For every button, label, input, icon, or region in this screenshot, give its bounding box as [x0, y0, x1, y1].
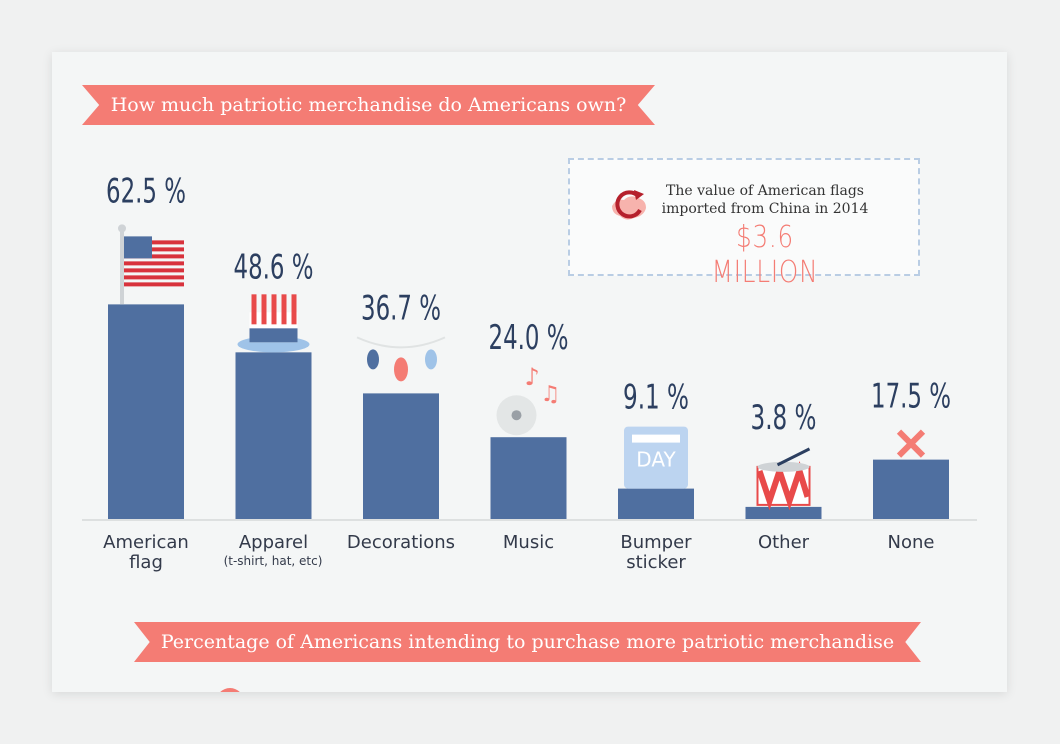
svg-text:DAY: DAY	[636, 448, 676, 472]
chart-title: How much patriotic merchandise do Americ…	[110, 94, 627, 116]
callout-value: $3.6 MILLION	[711, 220, 819, 290]
drum-icon	[756, 447, 811, 511]
bar-music	[490, 437, 567, 520]
bar-bumper-sticker	[618, 488, 694, 520]
flag-import-callout: The value of American flags imported fro…	[568, 158, 920, 290]
string-lights-icon	[356, 336, 446, 382]
apparel-sublabel: (t-shirt, hat, etc)	[223, 554, 323, 568]
uncle-sam-hat-icon	[237, 294, 310, 353]
category-label-line: Bumper	[620, 532, 692, 553]
category-label: Other	[719, 533, 849, 553]
value-label: 36.7 %	[361, 288, 441, 328]
category-label: Music	[464, 533, 594, 553]
callout-text: The value of American flags imported fro…	[650, 182, 880, 218]
bar-apparel	[235, 352, 312, 520]
category-label: None	[846, 533, 976, 553]
value-label: 17.5 %	[871, 377, 951, 417]
x-mark-icon	[896, 429, 926, 458]
title-banner: How much patriotic merchandise do Americ…	[82, 85, 655, 125]
purchase-intent-title: Percentage of Americans intending to pur…	[160, 631, 895, 653]
callout-text-line2: imported from China in 2014	[661, 201, 869, 217]
category-label: Bumper sticker	[591, 533, 721, 573]
category-label-line: flag	[129, 552, 163, 573]
purchase-intent-banner: Percentage of Americans intending to pur…	[134, 622, 921, 662]
svg-text:♫: ♫	[541, 382, 561, 407]
category-label: Decorations	[336, 533, 466, 553]
bar-decorations	[363, 393, 439, 520]
value-label: 48.6 %	[234, 247, 314, 287]
bar-other	[745, 506, 822, 520]
music-notes-cd-icon: ♪♫	[496, 363, 561, 436]
category-label-line: None	[887, 532, 935, 553]
bar-chart: 62.5 % 48.6 % 36.7 % 24.0 % 9.1 % 3.8 % 17.5 %…	[82, 171, 977, 521]
value-label: 62.5 %	[106, 171, 186, 211]
category-label-line: Music	[502, 532, 555, 553]
callout-text-line1: The value of American flags	[666, 183, 864, 199]
independence-day-sticker-icon: DAY	[624, 426, 688, 489]
category-label-line: Decorations	[346, 532, 456, 553]
category-label-line: sticker	[626, 552, 686, 573]
infographic-card: How much patriotic merchandise do Americ…	[52, 52, 1007, 692]
category-label: American flag	[81, 533, 211, 573]
value-label: 3.8 %	[751, 398, 817, 438]
category-label: Apparel	[209, 533, 339, 553]
value-label: 9.1 %	[623, 378, 689, 418]
category-label-line: Other	[757, 532, 810, 553]
china-map-arrow-icon	[612, 190, 646, 220]
value-label: 24.0 %	[489, 318, 569, 358]
partial-circle-decoration	[216, 688, 244, 692]
category-label-line: American	[103, 532, 189, 553]
bar-none	[873, 459, 949, 520]
svg-text:♪: ♪	[525, 363, 540, 391]
category-label-line: Apparel	[238, 532, 309, 553]
american-flag-icon	[118, 224, 184, 305]
bar-american-flag	[108, 304, 184, 520]
